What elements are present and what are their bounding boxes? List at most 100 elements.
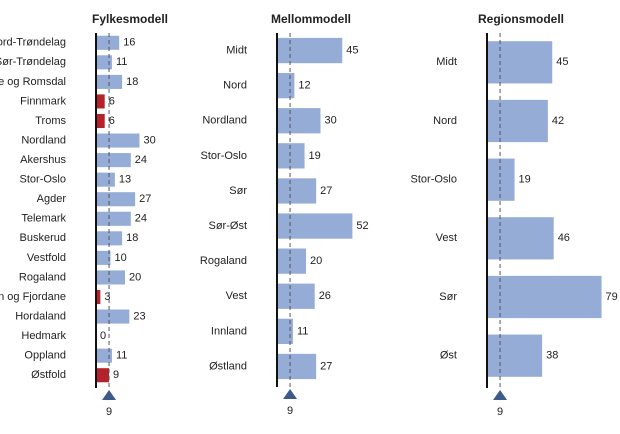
value-label: 79 <box>606 291 618 303</box>
category-label: Østland <box>209 360 247 372</box>
bar <box>277 248 306 274</box>
bar <box>277 318 293 344</box>
bar <box>277 213 353 239</box>
category-label: Nord-Trøndelag <box>0 37 66 49</box>
bar <box>487 158 515 201</box>
category-label: Vest <box>226 290 247 302</box>
bar <box>487 275 602 319</box>
bar <box>277 108 321 134</box>
bar <box>96 55 112 70</box>
bar <box>277 178 317 204</box>
value-label: 46 <box>558 232 570 244</box>
category-label: Stor-Oslo <box>411 174 457 186</box>
bar <box>96 172 115 187</box>
panel-title: Mellommodell <box>271 12 351 26</box>
category-label: Sør-Øst <box>209 220 248 232</box>
value-label: 11 <box>116 350 127 362</box>
value-label: 18 <box>126 76 138 88</box>
value-label: 18 <box>126 232 138 244</box>
category-label: Sør-Trøndelag <box>0 56 66 68</box>
reference-marker <box>493 390 508 400</box>
bar <box>487 334 543 377</box>
bar <box>96 368 110 383</box>
value-label: 30 <box>144 134 156 146</box>
bar <box>487 41 553 84</box>
category-label: Sør <box>439 291 457 303</box>
value-label: 19 <box>519 174 531 186</box>
bar <box>96 348 112 363</box>
value-label: 20 <box>129 271 141 283</box>
category-label: Nord <box>433 115 457 127</box>
bar <box>96 133 140 148</box>
value-label: 26 <box>319 290 331 302</box>
reference-marker <box>102 390 117 400</box>
value-label: 3 <box>104 291 110 303</box>
bar <box>96 289 101 305</box>
category-label: Innland <box>211 325 247 337</box>
value-label: 24 <box>135 213 147 225</box>
category-label: Oppland <box>24 350 66 362</box>
reference-label: 9 <box>497 406 503 418</box>
value-label: 19 <box>309 150 321 162</box>
value-label: 6 <box>109 115 115 127</box>
category-label: Nord <box>223 80 247 92</box>
category-label: Troms <box>35 115 66 127</box>
bar <box>277 283 315 309</box>
category-label: Stor-Oslo <box>201 150 247 162</box>
value-label: 27 <box>320 185 332 197</box>
category-label: Møre og Romsdal <box>0 76 66 88</box>
value-label: 23 <box>133 310 145 322</box>
category-label: Midt <box>436 56 457 68</box>
bar <box>96 94 105 109</box>
category-label: Vestfold <box>27 252 66 264</box>
category-label: Nordland <box>21 134 66 146</box>
value-label: 13 <box>119 174 131 186</box>
bar <box>96 35 120 50</box>
category-label: Stor-Oslo <box>20 174 66 186</box>
category-label: Rogaland <box>19 271 66 283</box>
bar <box>96 250 111 265</box>
category-label: Finnmark <box>20 95 66 107</box>
value-label: 9 <box>113 369 119 381</box>
value-label: 20 <box>310 255 322 267</box>
bar <box>96 309 130 324</box>
bar <box>96 270 125 285</box>
category-label: Sogn og Fjordane <box>0 291 66 303</box>
bar <box>96 192 136 207</box>
value-label: 24 <box>135 154 147 166</box>
bar <box>96 113 105 129</box>
category-label: Buskerud <box>20 232 66 244</box>
bar <box>277 143 305 169</box>
panel-title: Regionsmodell <box>478 12 564 26</box>
value-label: 42 <box>552 115 564 127</box>
reference-label: 9 <box>287 405 293 417</box>
bar <box>277 353 317 380</box>
category-label: Telemark <box>21 213 66 225</box>
value-label: 45 <box>346 44 358 56</box>
panel-title: Fylkesmodell <box>92 12 168 26</box>
bar <box>96 153 131 168</box>
value-label: 52 <box>356 220 368 232</box>
bar <box>487 217 554 260</box>
reference-marker <box>283 389 298 399</box>
category-label: Sør <box>229 185 247 197</box>
value-label: 11 <box>116 56 127 68</box>
value-label: 10 <box>115 252 127 264</box>
category-label: Rogaland <box>200 255 247 267</box>
category-label: Øst <box>440 350 457 362</box>
category-label: Nordland <box>202 115 247 127</box>
category-label: Midt <box>226 44 247 56</box>
category-label: Vest <box>436 232 457 244</box>
value-label: 12 <box>298 80 310 92</box>
bar <box>277 37 343 64</box>
category-label: Hedmark <box>21 330 66 342</box>
value-label: 16 <box>123 37 135 49</box>
value-label: 45 <box>556 56 568 68</box>
bar <box>277 73 295 99</box>
category-label: Hordaland <box>15 310 66 322</box>
value-label: 38 <box>546 350 558 362</box>
value-label: 6 <box>109 95 115 107</box>
bar <box>96 211 131 226</box>
category-label: Akershus <box>20 154 66 166</box>
